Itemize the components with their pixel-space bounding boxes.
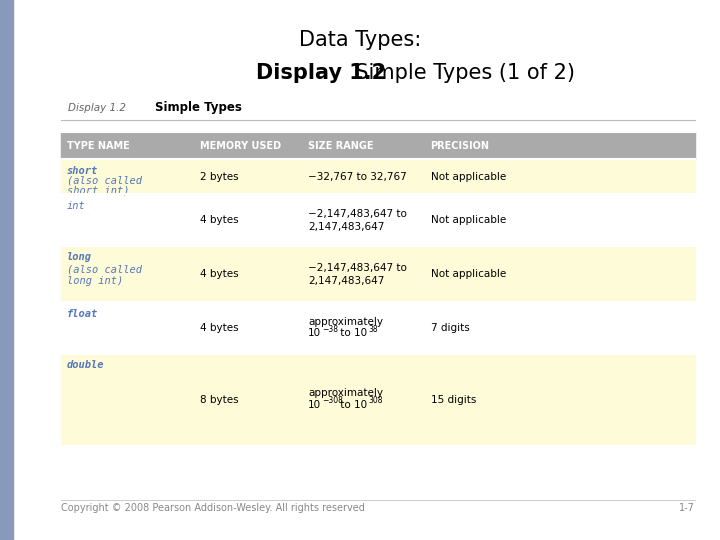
Text: 15 digits: 15 digits — [431, 395, 476, 404]
Bar — [61, 354, 695, 445]
Text: 2 bytes: 2 bytes — [200, 172, 239, 182]
Bar — [61, 132, 695, 159]
Text: 7 digits: 7 digits — [431, 323, 469, 333]
Text: MEMORY USED: MEMORY USED — [200, 141, 282, 151]
Text: to 10: to 10 — [337, 400, 367, 410]
Bar — [61, 302, 695, 354]
Text: 1-7: 1-7 — [679, 503, 695, 512]
Bar — [0, 0, 13, 540]
Text: 4 bytes: 4 bytes — [200, 269, 239, 279]
Text: Not applicable: Not applicable — [431, 215, 506, 225]
Text: approximately: approximately — [308, 316, 383, 327]
Text: −2,147,483,647 to: −2,147,483,647 to — [308, 208, 407, 219]
Text: 10: 10 — [308, 328, 321, 339]
Text: double: double — [67, 360, 104, 370]
Text: Data Types:: Data Types: — [299, 30, 421, 51]
Text: −32,767 to 32,767: −32,767 to 32,767 — [308, 172, 407, 182]
Text: to 10: to 10 — [337, 328, 367, 339]
Text: short: short — [67, 166, 98, 176]
Text: Simple Types (1 of 2): Simple Types (1 of 2) — [342, 63, 575, 83]
Text: 2,147,483,647: 2,147,483,647 — [308, 221, 384, 232]
Text: 10: 10 — [308, 400, 321, 410]
Bar — [61, 246, 695, 302]
Text: −2,147,483,647 to: −2,147,483,647 to — [308, 262, 407, 273]
Text: float: float — [67, 309, 98, 319]
Text: 8 bytes: 8 bytes — [200, 395, 239, 404]
Text: 2,147,483,647: 2,147,483,647 — [308, 275, 384, 286]
Text: 4 bytes: 4 bytes — [200, 215, 239, 225]
Text: Copyright © 2008 Pearson Addison-Wesley. All rights reserved: Copyright © 2008 Pearson Addison-Wesley.… — [61, 503, 365, 512]
Text: long int): long int) — [67, 276, 123, 286]
Text: Not applicable: Not applicable — [431, 269, 506, 279]
Text: PRECISION: PRECISION — [431, 141, 490, 151]
Text: Simple Types: Simple Types — [155, 102, 242, 114]
Text: 4 bytes: 4 bytes — [200, 323, 239, 333]
Bar — [61, 159, 695, 194]
Bar — [61, 194, 695, 246]
Text: (also called: (also called — [67, 176, 142, 186]
Text: SIZE RANGE: SIZE RANGE — [308, 141, 374, 151]
Text: Not applicable: Not applicable — [431, 172, 506, 182]
Text: 308: 308 — [368, 396, 382, 405]
Text: −38: −38 — [323, 325, 338, 334]
Text: (also called: (also called — [67, 264, 142, 274]
Text: −308: −308 — [323, 396, 343, 405]
Text: Display 1.2: Display 1.2 — [256, 63, 386, 83]
Text: 38: 38 — [368, 325, 377, 334]
Text: short int): short int) — [67, 186, 130, 196]
Text: TYPE NAME: TYPE NAME — [67, 141, 130, 151]
Text: approximately: approximately — [308, 388, 383, 398]
Text: Display 1.2: Display 1.2 — [68, 103, 127, 113]
Text: long: long — [67, 252, 92, 262]
Text: int: int — [67, 201, 86, 211]
